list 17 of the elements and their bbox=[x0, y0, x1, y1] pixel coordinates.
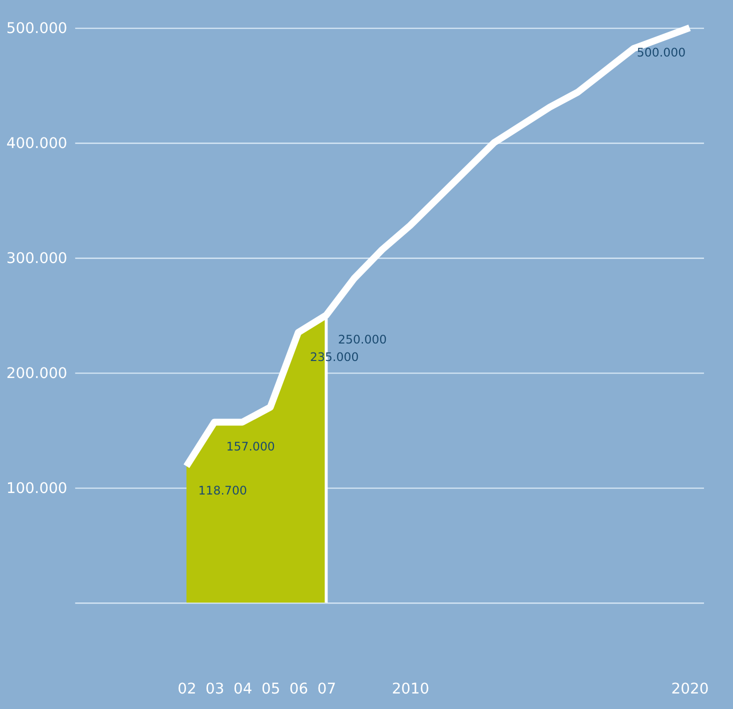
data-label: 118.700 bbox=[198, 484, 247, 498]
y-tick-label: 300.000 bbox=[6, 250, 68, 268]
x-tick-label: 04 bbox=[233, 680, 252, 698]
x-tick-label: 03 bbox=[206, 680, 224, 698]
x-tick-label: 2010 bbox=[392, 680, 430, 698]
x-tick-label: 02 bbox=[178, 680, 196, 698]
y-tick-label: 100.000 bbox=[6, 480, 68, 498]
data-label: 500.000 bbox=[636, 45, 686, 60]
data-label: 250.000 bbox=[338, 332, 387, 347]
x-tick-label: 05 bbox=[261, 680, 280, 698]
x-tick-label: 2020 bbox=[671, 680, 709, 698]
data-label: 157.000 bbox=[226, 440, 275, 454]
x-tick-label: 07 bbox=[317, 680, 336, 698]
y-tick-label: 200.000 bbox=[6, 365, 68, 382]
y-tick-label: 500.000 bbox=[6, 20, 68, 38]
y-tick-label: 400.000 bbox=[6, 135, 68, 152]
x-tick-label: 06 bbox=[289, 680, 308, 698]
